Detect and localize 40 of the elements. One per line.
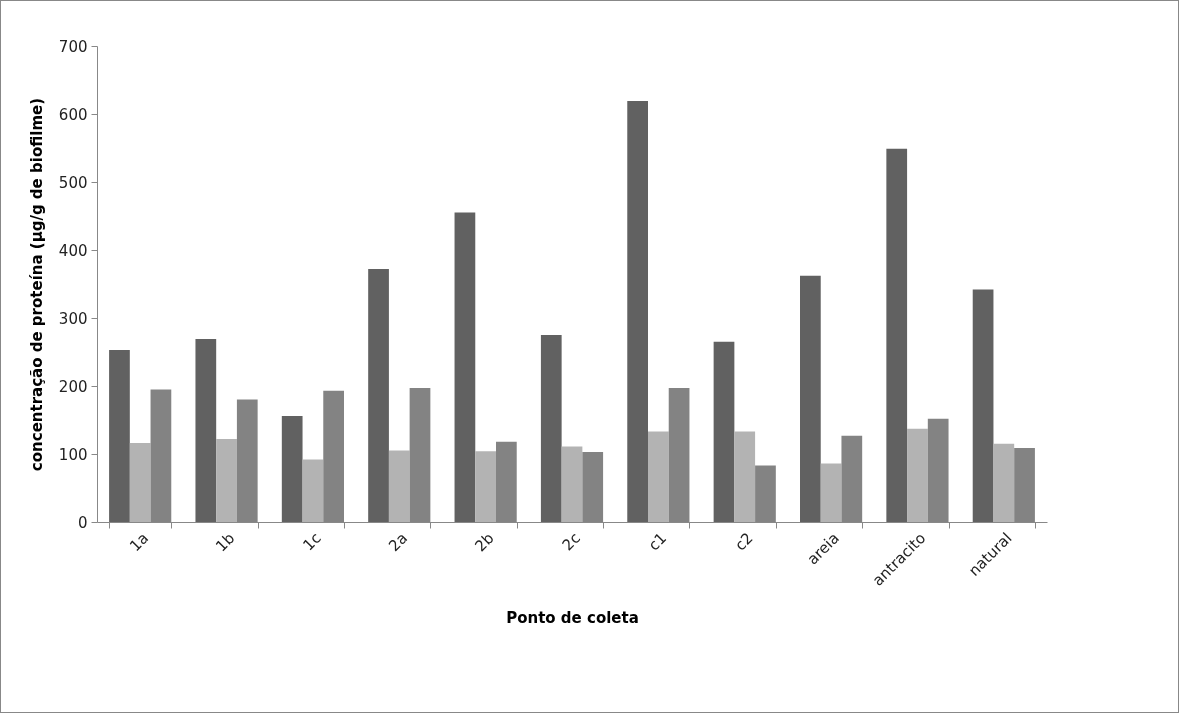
bar (454, 212, 476, 522)
bar (561, 446, 583, 522)
y-tick-label: 600 (58, 105, 88, 124)
bar (907, 428, 928, 522)
y-tick-label: 700 (58, 37, 88, 56)
bar (627, 101, 648, 522)
x-tick-label: 2c (558, 529, 584, 555)
bar (475, 451, 496, 522)
bar (388, 450, 410, 522)
y-tick-label: 200 (58, 377, 88, 396)
y-tick-label: 400 (58, 241, 88, 260)
y-tick-label: 0 (77, 513, 88, 532)
bar (368, 269, 389, 522)
bar (886, 148, 908, 522)
bar (993, 443, 1015, 522)
bar (281, 415, 303, 522)
y-axis-title: concentração de proteína (µg/g de biofilme) (27, 97, 46, 472)
bar (540, 335, 562, 522)
bar (648, 431, 669, 522)
y-tick-label: 500 (58, 173, 88, 192)
x-axis-title: Ponto de coleta (506, 608, 639, 627)
bar (713, 341, 735, 522)
bar (195, 339, 217, 522)
bar (820, 463, 842, 522)
bar (972, 289, 994, 522)
x-tick-label: 1b (212, 529, 239, 556)
x-tick-label: 1c (299, 529, 325, 555)
x-tick-label: 1a (126, 529, 152, 556)
x-tick-label: c2 (731, 529, 757, 555)
bar (109, 349, 130, 522)
bar (734, 431, 756, 522)
x-tick-label: c1 (644, 529, 671, 555)
bar (216, 439, 237, 522)
bar (800, 275, 821, 522)
bar (129, 443, 151, 522)
bar (302, 459, 324, 522)
x-tick-label: 2a (385, 529, 412, 556)
y-tick-label: 100 (58, 445, 88, 464)
x-tick-label: 2b (471, 529, 498, 556)
y-tick-label: 300 (58, 309, 88, 328)
